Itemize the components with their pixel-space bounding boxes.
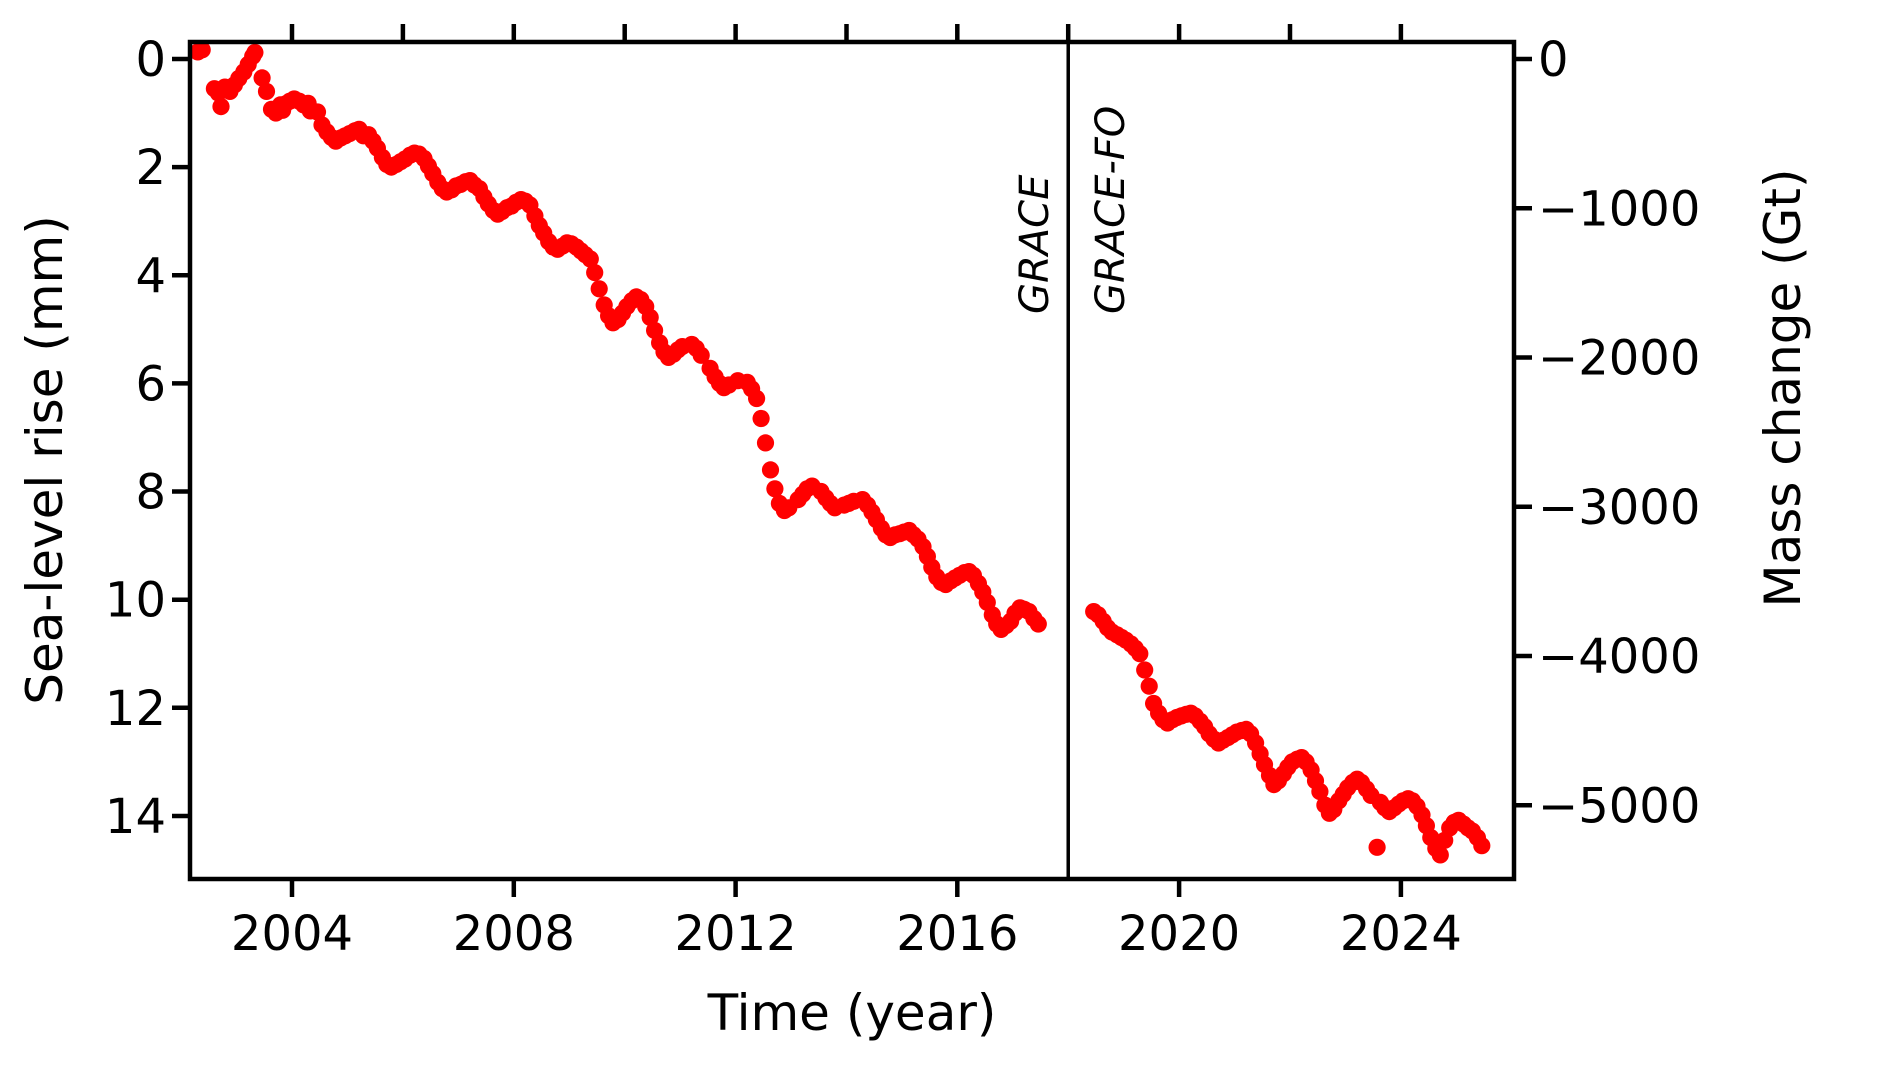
data-point <box>756 434 775 452</box>
data-point <box>1431 846 1449 864</box>
plot-frame <box>187 39 1517 882</box>
y-right-tick-label: −5000 <box>1538 778 1700 834</box>
data-point <box>308 103 327 121</box>
annotation-grace: GRACE <box>1012 174 1058 314</box>
data-point <box>1473 837 1491 855</box>
x-tick-label: 2008 <box>453 906 575 962</box>
data-point <box>766 480 784 498</box>
y-right-tick-label: −3000 <box>1538 480 1700 536</box>
x-tick-label: 2012 <box>675 906 797 962</box>
data-point <box>257 82 276 100</box>
plot-area <box>190 42 1514 879</box>
y-left-tick-label: 10 <box>105 573 166 629</box>
y-left-tick-label: 4 <box>135 248 166 304</box>
x-tick-label: 2024 <box>1340 906 1462 962</box>
y-right-tick-label: 0 <box>1538 32 1569 88</box>
y-left-tick-label: 2 <box>135 140 166 196</box>
y-axis-title-right: Mass change (Gt) <box>1754 168 1812 607</box>
x-tick-label: 2016 <box>896 906 1018 962</box>
data-point <box>1029 615 1047 633</box>
data-point <box>253 69 271 87</box>
y-right-tick-label: −4000 <box>1538 629 1700 685</box>
data-point <box>586 264 604 282</box>
data-point <box>692 346 710 364</box>
data-point <box>1311 783 1329 801</box>
data-point <box>1368 838 1386 856</box>
data-point <box>761 461 780 479</box>
data-point <box>752 409 770 428</box>
data-point <box>641 308 659 326</box>
x-tick-label: 2004 <box>231 906 353 962</box>
y-right-tick-label: −2000 <box>1538 331 1700 387</box>
annotation-grace-fo: GRACE-FO <box>1088 106 1134 314</box>
y-left-tick-label: 12 <box>105 681 166 737</box>
axis-ticks <box>172 24 1532 897</box>
data-point <box>212 98 230 116</box>
scatter-points <box>189 41 1491 864</box>
axis-tick-labels: 2004 2008 2012 2016 2020 2024 0 2 4 6 8 10 12 14 0 −100… <box>105 32 1700 962</box>
y-left-tick-label: 0 <box>135 32 166 88</box>
data-point <box>193 41 211 59</box>
data-point <box>748 389 766 408</box>
data-point <box>1136 661 1154 679</box>
data-point <box>581 250 599 268</box>
data-point <box>1140 677 1158 695</box>
x-tick-label: 2020 <box>1118 906 1240 962</box>
y-left-tick-label: 14 <box>105 789 166 845</box>
x-axis-title: Time (year) <box>707 984 997 1042</box>
y-left-tick-label: 8 <box>135 465 166 521</box>
data-point <box>590 280 608 298</box>
data-point <box>246 43 264 62</box>
y-left-tick-label: 6 <box>135 356 166 412</box>
y-right-tick-label: −1000 <box>1538 181 1700 237</box>
data-point <box>1131 645 1149 663</box>
y-axis-title-left: Sea-level rise (mm) <box>16 215 74 705</box>
